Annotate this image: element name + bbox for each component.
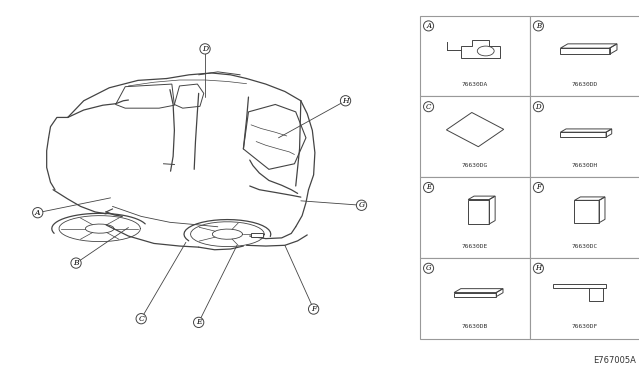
Bar xyxy=(420,258,530,339)
Text: A: A xyxy=(426,22,431,30)
Text: E: E xyxy=(196,318,202,326)
Text: F: F xyxy=(311,305,316,313)
Text: H: H xyxy=(535,264,541,272)
Text: 76630DH: 76630DH xyxy=(572,163,598,168)
Bar xyxy=(530,96,640,177)
Bar xyxy=(530,258,640,339)
Bar xyxy=(530,177,640,258)
Text: A: A xyxy=(35,209,40,217)
Text: B: B xyxy=(536,22,541,30)
Text: C: C xyxy=(138,315,144,323)
Text: F: F xyxy=(536,183,541,192)
Text: B: B xyxy=(73,259,79,267)
Text: H: H xyxy=(342,97,349,105)
Text: 76630DD: 76630DD xyxy=(572,82,598,87)
Text: D: D xyxy=(202,45,208,53)
Bar xyxy=(420,96,530,177)
Text: 76630DA: 76630DA xyxy=(462,82,488,87)
Text: 76630DC: 76630DC xyxy=(572,244,598,248)
Bar xyxy=(530,16,640,96)
Text: C: C xyxy=(426,103,431,111)
Bar xyxy=(420,16,530,96)
Text: 76630DF: 76630DF xyxy=(572,324,598,330)
Text: 76630DB: 76630DB xyxy=(462,324,488,330)
Bar xyxy=(251,234,262,237)
Text: E767005A: E767005A xyxy=(593,356,636,365)
Text: 76630DG: 76630DG xyxy=(462,163,488,168)
Text: 76630DE: 76630DE xyxy=(462,244,488,248)
Text: E: E xyxy=(426,183,431,192)
Text: G: G xyxy=(358,201,365,209)
Text: G: G xyxy=(426,264,431,272)
Bar xyxy=(420,177,530,258)
Text: D: D xyxy=(536,103,541,111)
